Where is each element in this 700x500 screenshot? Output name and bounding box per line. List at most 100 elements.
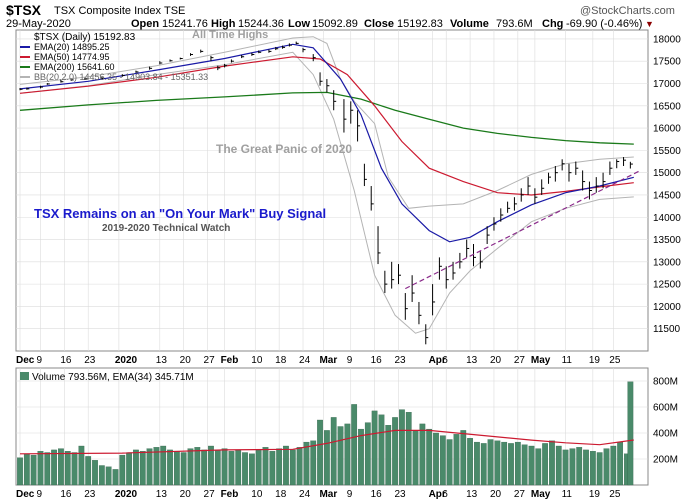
x-tick-label: 25: [609, 489, 621, 500]
volume-bar: [276, 448, 283, 486]
volume-bar: [371, 410, 378, 486]
volume-bar: [474, 441, 480, 486]
volume-bar: [317, 419, 323, 486]
x-tick-label: Dec: [16, 355, 35, 366]
volume-bar: [467, 438, 473, 486]
volume-bar: [364, 422, 371, 486]
volume-bar: [330, 417, 337, 486]
volume-bar: [426, 428, 433, 486]
x-tick-label: 27: [204, 355, 216, 366]
volume-legend: Volume 793.56M, EMA(34) 345.71M: [20, 372, 194, 383]
volume-value: 793.6M: [496, 18, 533, 30]
legend-ema50: EMA(50) 14774.95: [34, 52, 110, 62]
price-y-tick-label: 17000: [653, 79, 681, 90]
close-label: Close: [364, 18, 394, 30]
chg-value: -69.90 (-0.46%): [566, 18, 642, 30]
x-tick-label: 10: [251, 489, 263, 500]
legend-ema20: EMA(20) 14895.25: [34, 42, 110, 52]
x-tick-label: Feb: [221, 489, 239, 500]
volume-ema-line: [19, 429, 634, 455]
ema20-line: [19, 43, 634, 243]
volume-bar: [289, 449, 296, 486]
volume-bar: [385, 425, 392, 486]
volume-bar: [44, 452, 51, 486]
high-value: 15244.36: [238, 18, 284, 30]
support-trendline: [405, 169, 641, 290]
x-tick-label: 23: [84, 489, 96, 500]
volume-bar: [378, 414, 385, 486]
x-tick-label: 19: [589, 355, 601, 366]
volume-bar: [105, 466, 112, 486]
volume-bar: [596, 452, 603, 486]
symbol-title: $TSX: [6, 2, 42, 18]
legend-volume-swatch: [20, 372, 29, 380]
bb-upper-line: [19, 36, 634, 209]
price-legend: $TSX (Daily) 15192.83 EMA(20) 14895.25 E…: [20, 32, 208, 82]
volume-bar: [514, 441, 521, 486]
price-y-tick-label: 11500: [653, 324, 681, 335]
volume-bar: [627, 381, 634, 486]
volume-bar: [610, 445, 617, 486]
volume-bar: [30, 454, 37, 486]
price-y-tick-label: 13000: [653, 257, 681, 268]
x-tick-label: 13: [466, 355, 478, 366]
x-tick-label: 19: [589, 489, 601, 500]
volume-bar: [337, 426, 344, 486]
x-tick-label: 6: [442, 489, 448, 500]
volume-bar: [242, 452, 248, 486]
price-y-tick-label: 14500: [653, 190, 681, 201]
volume-bar: [446, 439, 453, 486]
volume-bar: [58, 448, 64, 486]
volume-bar: [351, 404, 358, 486]
x-tick-label: 27: [514, 489, 526, 500]
volume-bar: [119, 454, 126, 486]
volume-bar: [412, 430, 419, 486]
volume-bar: [603, 448, 610, 486]
volume-bar: [399, 409, 405, 486]
x-tick-label: 13: [156, 355, 168, 366]
volume-bar: [549, 440, 555, 486]
legend-bb: BB(20,2.0) 14456.35 - 14903.84 - 15351.3…: [34, 72, 208, 82]
watermark: @StockCharts.com: [580, 5, 675, 17]
volume-bar: [23, 453, 30, 486]
legend-volume: Volume 793.56M, EMA(34) 345.71M: [32, 372, 194, 383]
volume-bar: [562, 449, 569, 486]
x-tick-label: Feb: [221, 355, 239, 366]
annotation-great-panic: The Great Panic of 2020: [216, 142, 352, 156]
x-tick-label: 23: [84, 355, 96, 366]
volume-bar: [508, 443, 514, 486]
volume-y-tick-label: 200M: [653, 455, 678, 466]
x-tick-label: 24: [299, 355, 311, 366]
volume-bar: [439, 435, 446, 486]
x-tick-label: 9: [36, 355, 42, 366]
trendline: [405, 169, 641, 290]
volume-bar: [433, 432, 439, 486]
volume-bar: [208, 445, 214, 486]
volume-bar: [460, 430, 467, 486]
x-tick-label: 6: [442, 355, 448, 366]
volume-bar: [405, 412, 412, 486]
open-value: 15241.76: [162, 18, 208, 30]
volume-bar: [153, 447, 160, 486]
volume-bar: [92, 460, 98, 486]
quote-date: 29-May-2020: [6, 18, 71, 30]
x-tick-label: 9: [347, 355, 353, 366]
chg-down-icon: ▼: [645, 19, 654, 29]
x-tick-label: May: [531, 355, 551, 366]
volume-bar: [180, 452, 187, 486]
volume-bar: [17, 457, 23, 486]
ema200-line: [19, 91, 634, 145]
volume-bar: [576, 447, 583, 486]
x-tick-label: 18: [275, 489, 287, 500]
volume-bar: [535, 448, 542, 486]
price-y-tick-label: 14000: [653, 213, 681, 224]
x-tick-label: May: [531, 489, 551, 500]
volume-bar: [583, 449, 589, 486]
x-tick-label: 18: [275, 355, 287, 366]
volume-bar: [358, 428, 364, 486]
volume-bar: [310, 440, 317, 486]
volume-bar: [228, 451, 235, 486]
volume-bar: [78, 445, 85, 486]
